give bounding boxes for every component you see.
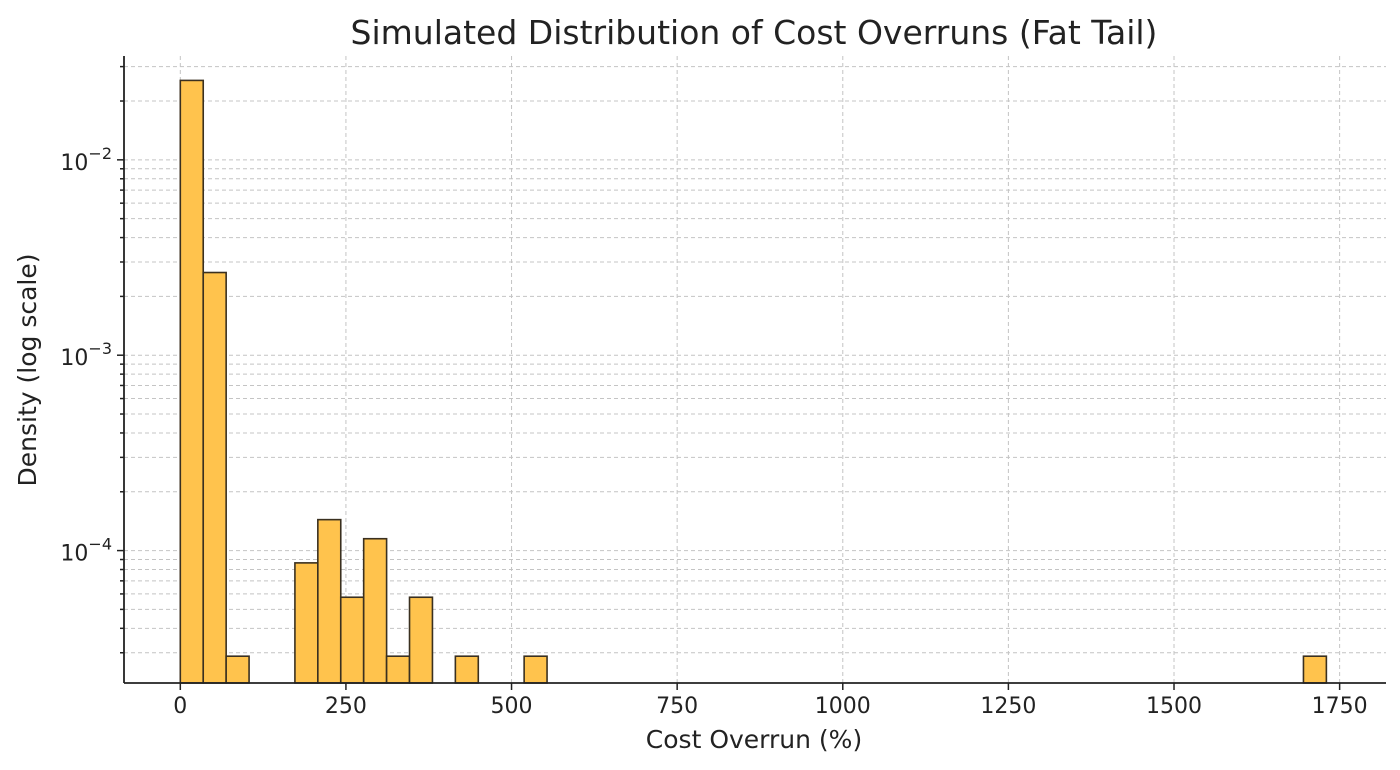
x-tick-label: 0 <box>173 694 187 719</box>
histogram-bar <box>339 596 365 684</box>
y-tick-label: 10−4 <box>60 535 112 567</box>
histogram-bar <box>385 655 411 684</box>
x-tick-label: 1000 <box>815 694 871 719</box>
x-ticks: 0 250 500 750 1000 1250 1500 1750 <box>173 683 1368 719</box>
histogram-bar <box>408 596 434 684</box>
histogram-bar <box>225 655 250 684</box>
histogram-bar <box>294 562 319 684</box>
histogram-bar <box>362 537 388 684</box>
y-axis-label: Density (log scale) <box>13 254 42 487</box>
x-tick-label: 500 <box>491 694 533 719</box>
bars-layer <box>179 79 1328 684</box>
y-ticks: 10−2 10−3 10−4 <box>60 65 124 654</box>
x-tick-label: 250 <box>325 694 367 719</box>
chart-title: Simulated Distribution of Cost Overruns … <box>351 13 1158 52</box>
histogram-bar <box>317 518 342 684</box>
y-tick-label: 10−2 <box>60 144 112 176</box>
histogram-bar <box>1302 655 1328 684</box>
y-tick-label: 10−3 <box>60 339 112 371</box>
histogram-bar <box>202 271 227 684</box>
x-tick-label: 1500 <box>1146 694 1202 719</box>
histogram-bar <box>454 655 480 684</box>
histogram-bar <box>523 655 548 684</box>
histogram-bar <box>179 79 205 684</box>
x-tick-label: 1750 <box>1312 694 1368 719</box>
x-tick-label: 1250 <box>980 694 1036 719</box>
x-tick-label: 750 <box>656 694 698 719</box>
x-axis-label: Cost Overrun (%) <box>646 725 862 754</box>
